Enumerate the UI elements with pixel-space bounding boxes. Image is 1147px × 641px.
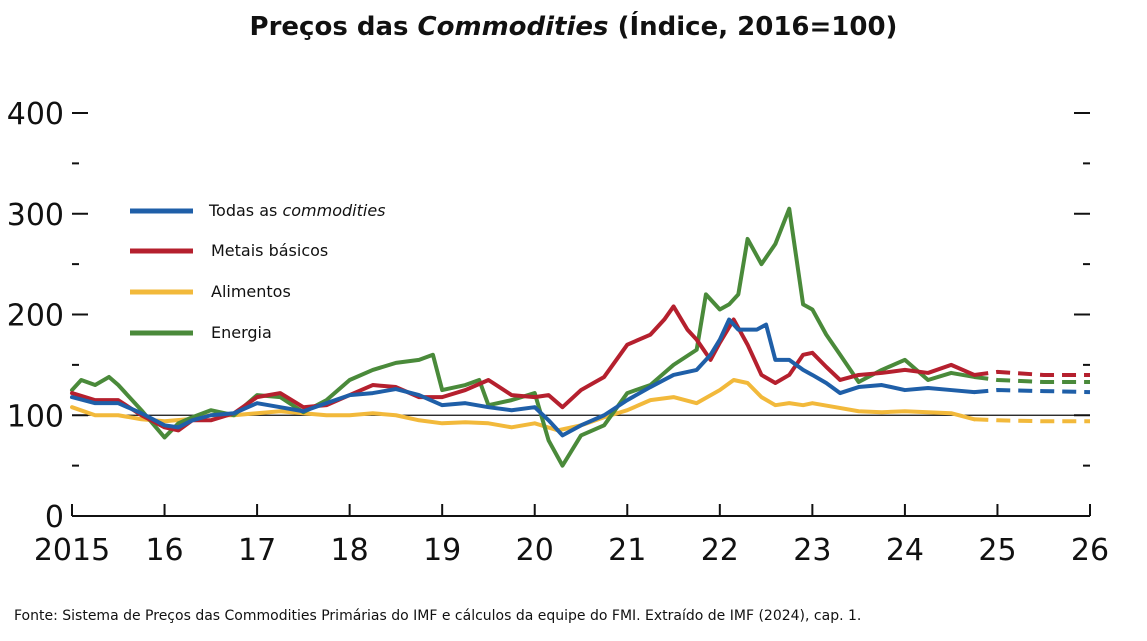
legend-item-metais: Metais básicos	[130, 241, 328, 260]
series-projection-alimentos	[974, 417, 1090, 424]
x-tick-label: 24	[886, 533, 924, 568]
y-tick-label: 0	[45, 500, 64, 535]
chart-title-prefix: Preços das	[249, 12, 418, 42]
legend-label: Metais básicos	[211, 241, 328, 260]
chart-title: Preços das Commodities (Índice, 2016=100…	[0, 12, 1147, 42]
x-tick-label: 19	[423, 533, 461, 568]
legend-label: Energia	[211, 323, 272, 342]
series-projection-todas	[974, 388, 1091, 395]
series-line-todas	[70, 317, 977, 438]
x-tick-label: 25	[978, 533, 1016, 568]
x-tick-label: 20	[516, 533, 554, 568]
y-tick-label: 300	[7, 198, 64, 233]
source-note: Fonte: Sistema de Preços das Commodities…	[14, 608, 862, 624]
legend-label: Alimentos	[211, 282, 291, 301]
series-projection-energia	[974, 374, 1090, 385]
x-tick-label: 23	[793, 533, 831, 568]
x-tick-label: 18	[331, 533, 369, 568]
x-tick-label: 21	[608, 533, 646, 568]
x-tick-label: 16	[145, 533, 183, 568]
y-tick-label: 100	[7, 399, 64, 434]
x-tick-label: 17	[238, 533, 276, 568]
series-layer	[70, 206, 1091, 468]
x-tick-label: 26	[1071, 533, 1109, 568]
legend: Todas as commodities Metais básicos Alimen…	[130, 201, 386, 342]
y-tick-label: 200	[7, 299, 64, 334]
legend-item-todas: Todas as commodities	[130, 201, 386, 220]
series-line-energia	[70, 206, 977, 468]
series-projection-metais	[974, 369, 1090, 377]
chart-title-suffix: (Índice, 2016=100)	[608, 12, 898, 42]
y-tick-label: 400	[7, 97, 64, 132]
legend-label: Todas as commodities	[208, 201, 386, 220]
x-tick-label: 22	[701, 533, 739, 568]
chart-title-italic: Commodities	[417, 12, 609, 42]
chart-axes: 0 100 200 300 400 2015 16 17 18 19 20 21 22 23 24 25 26	[7, 97, 1109, 568]
series-line-alimentos	[70, 377, 977, 433]
legend-item-energia: Energia	[130, 323, 272, 342]
x-tick-label: 2015	[34, 533, 110, 568]
legend-item-alimentos: Alimentos	[130, 282, 291, 301]
